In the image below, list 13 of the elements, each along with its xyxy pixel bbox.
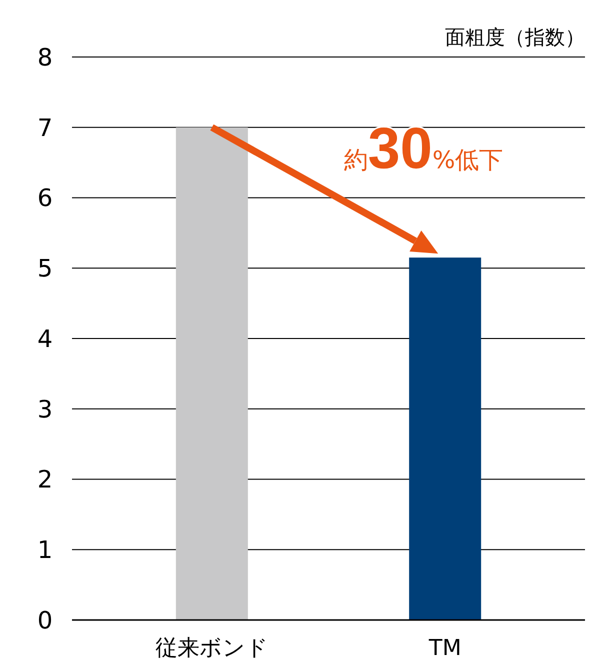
y-tick-label: 8 <box>37 43 53 72</box>
y-tick-label: 6 <box>37 184 53 212</box>
y-tick-label: 0 <box>37 606 53 634</box>
y-tick-label: 5 <box>37 254 53 283</box>
y-axis-title: 面粗度（指数） <box>445 25 585 49</box>
y-tick-label: 4 <box>37 324 53 353</box>
x-tick-label: 従来ボンド <box>155 636 268 661</box>
y-tick-label: 2 <box>37 466 53 494</box>
x-tick-label: TM <box>428 636 462 661</box>
annotation: 約30%低下 <box>344 116 504 181</box>
y-tick-label: 3 <box>37 395 53 424</box>
y-tick-label: 1 <box>37 536 53 564</box>
y-tick-label: 7 <box>37 114 53 142</box>
